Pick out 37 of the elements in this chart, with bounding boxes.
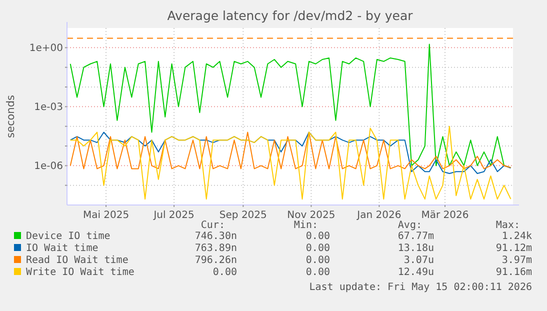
text: 0.00 [212,267,237,278]
chart-title: Average latency for /dev/md2 - by year [167,8,414,23]
text: 3.97m [502,255,532,266]
x-tick-label: Mai 2025 [82,210,130,221]
text: 0.00 [306,255,330,266]
y-tick-label: 1e-03 [34,102,63,114]
x-tick-label: Jul 2025 [152,210,194,221]
legend-label: Write IO Wait time [26,267,134,278]
legend-label: IO Wait time [26,243,98,254]
text: Avg: [398,220,422,231]
text: 796.26n [194,255,237,266]
text: Max: [496,220,520,231]
text: 0.00 [306,267,330,278]
text: 3.07u [404,255,434,266]
legend-label: Device IO time [26,231,110,242]
legend-label: Read IO Wait time [26,255,128,266]
y-tick-label: 1e-06 [34,161,63,172]
line-series [70,126,512,200]
text: 763.89n [194,243,237,254]
y-axis-title: seconds [5,95,17,138]
text: 13.18u [398,243,434,254]
y-tick-label: 1e+00 [29,43,63,54]
text: 91.12m [496,243,532,254]
text: 12.49u [398,267,434,278]
text: 1.24k [502,231,532,242]
text: Cur: [200,220,225,231]
text: 67.77m [398,231,434,242]
text: 746.30n [194,231,237,242]
text: 0.00 [306,243,330,254]
text: Min: [294,220,318,231]
text: Last update: Fri May 15 02:00:11 2026 [309,282,532,293]
x-tick-label: Jan 2026 [356,210,402,221]
x-tick-label: Sep 2025 [219,210,267,221]
text: 91.16m [496,267,532,278]
text: 0.00 [306,231,330,242]
x-tick-label: Mär 2026 [421,210,469,221]
x-tick-label: Nov 2025 [287,210,336,221]
